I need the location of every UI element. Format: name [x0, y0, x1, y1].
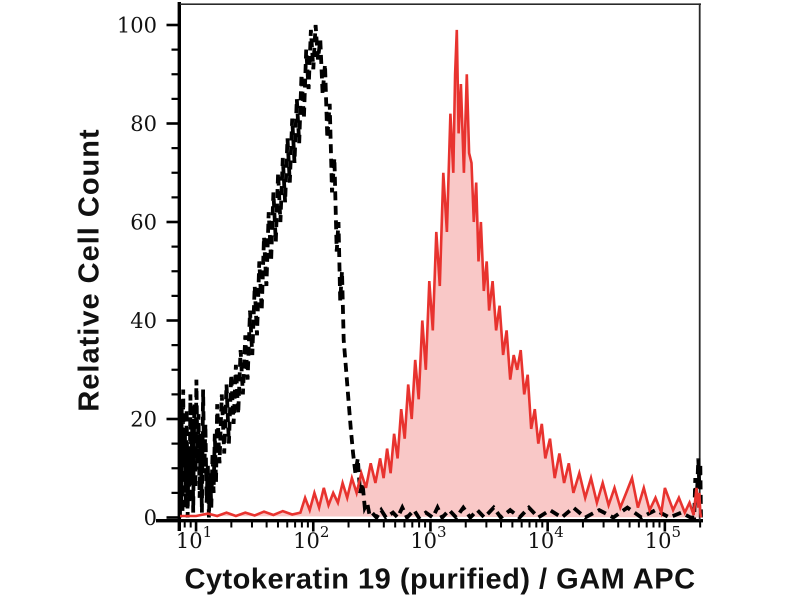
plot-spines	[156, 2, 703, 531]
x-minor-tick	[464, 521, 467, 528]
x-tick-label: 101	[176, 523, 212, 553]
left-spine	[177, 2, 181, 531]
y-minor-tick	[171, 48, 180, 51]
y-tick-label: 0	[144, 506, 157, 530]
y-major-tick	[166, 516, 180, 519]
y-minor-tick	[171, 368, 180, 371]
bottom-spine	[156, 519, 703, 523]
x-minor-tick	[306, 521, 309, 528]
x-minor-tick	[286, 521, 289, 528]
x-minor-tick	[265, 521, 268, 528]
x-minor-tick	[500, 521, 503, 528]
x-tick-label: 105	[645, 523, 681, 553]
x-minor-tick	[183, 521, 186, 528]
x-major-tick	[311, 521, 315, 532]
x-axis-ticks	[183, 521, 702, 532]
x-minor-tick	[602, 521, 605, 528]
x-minor-tick	[541, 521, 544, 528]
x-major-tick	[429, 521, 432, 532]
y-axis-tick-labels: 0 20 40 60 80 100	[117, 14, 157, 531]
x-minor-tick	[424, 521, 427, 528]
y-minor-tick	[171, 270, 180, 273]
x-tick-label: 102	[293, 523, 329, 553]
x-major-tick	[663, 521, 667, 532]
y-major-tick	[166, 417, 180, 421]
y-major-tick	[166, 122, 180, 125]
y-minor-tick	[171, 393, 180, 396]
cytokeratin19-stained-sample-curve	[180, 29, 703, 518]
x-major-tick	[194, 521, 198, 532]
x-minor-tick	[520, 521, 523, 528]
x-minor-tick	[230, 521, 233, 528]
x-minor-tick	[511, 521, 514, 528]
x-minor-tick	[652, 521, 655, 528]
x-minor-tick	[347, 521, 350, 528]
y-minor-tick	[171, 147, 180, 150]
right-spine	[698, 3, 701, 521]
x-minor-tick	[411, 521, 414, 528]
y-major-tick	[166, 23, 180, 27]
series-curves	[178, 24, 703, 521]
x-minor-tick	[581, 521, 584, 528]
y-minor-tick	[171, 73, 180, 76]
y-major-tick	[166, 319, 180, 322]
x-minor-tick	[368, 521, 371, 528]
y-minor-tick	[171, 344, 180, 347]
x-minor-tick	[485, 521, 488, 528]
y-tick-label: 100	[117, 14, 157, 38]
x-minor-tick	[300, 521, 303, 528]
x-minor-tick	[294, 521, 297, 528]
x-minor-tick	[628, 521, 631, 528]
y-minor-tick	[171, 97, 180, 100]
x-axis-tick-labels: 101 102 103 104 105	[176, 523, 681, 553]
x-axis-title: Cytokeratin 19 (purified) / GAM APC	[184, 563, 696, 596]
y-minor-tick	[171, 196, 180, 199]
x-minor-tick	[528, 521, 531, 528]
y-tick-label: 20	[130, 408, 157, 432]
x-minor-tick	[658, 521, 661, 528]
negative-control-curve	[178, 24, 703, 521]
y-minor-tick	[171, 467, 180, 470]
x-minor-tick	[403, 521, 406, 528]
y-minor-tick	[171, 171, 180, 174]
x-minor-tick	[699, 521, 702, 528]
x-minor-tick	[418, 521, 421, 528]
y-tick-label: 40	[130, 309, 157, 333]
x-tick-label: 104	[528, 523, 564, 553]
x-major-tick	[546, 521, 549, 532]
y-axis-ticks	[166, 23, 180, 519]
x-minor-tick	[637, 521, 640, 528]
x-minor-tick	[645, 521, 648, 528]
y-minor-tick	[171, 294, 180, 297]
x-minor-tick	[617, 521, 620, 528]
top-spine	[180, 3, 701, 5]
x-tick-label: 103	[410, 523, 446, 553]
y-minor-tick	[171, 245, 180, 248]
y-minor-tick	[171, 491, 180, 494]
y-minor-tick	[171, 442, 180, 445]
x-minor-tick	[250, 521, 253, 528]
x-minor-tick	[394, 521, 397, 528]
x-minor-tick	[276, 521, 279, 528]
y-axis-title: Relative Cell Count	[73, 128, 106, 412]
x-minor-tick	[189, 521, 192, 528]
y-tick-label: 80	[130, 112, 157, 136]
x-minor-tick	[535, 521, 538, 528]
y-tick-label: 60	[130, 211, 157, 235]
y-major-tick	[166, 220, 180, 224]
x-minor-tick	[382, 521, 385, 528]
